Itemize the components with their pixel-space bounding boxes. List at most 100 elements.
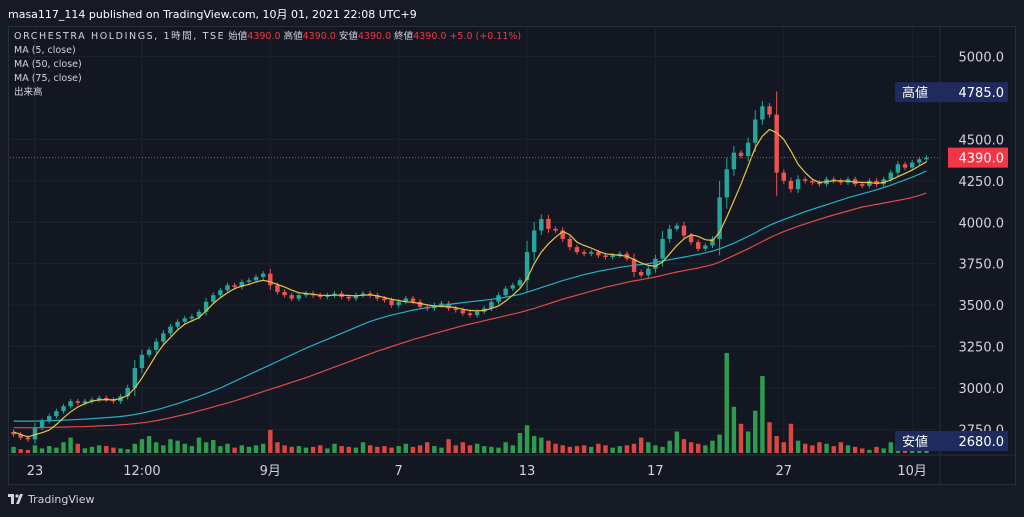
volume-bar: [146, 436, 152, 453]
volume-bar: [260, 443, 266, 453]
candle-body: [653, 258, 658, 269]
chart-panel[interactable]: [8, 26, 1016, 485]
volume-bar: [817, 442, 822, 453]
volume-bar: [881, 448, 886, 453]
candle-body: [75, 401, 80, 403]
legend-high-value: 4390.0: [302, 31, 336, 42]
legend-symbol[interactable]: ORCHESTRA HOLDINGS, 1時間, TSE: [14, 31, 226, 42]
candle-body: [175, 321, 180, 327]
candle-body: [731, 152, 737, 170]
candle-body: [688, 235, 694, 243]
low-price-badge-value: 2680.0: [959, 435, 1005, 450]
candle-body: [104, 397, 109, 400]
volume-bar: [432, 446, 437, 453]
candle-body: [817, 182, 822, 185]
price-tick-label: 3500.0: [959, 299, 1005, 314]
volume-bar: [810, 445, 815, 453]
volume-bar: [638, 437, 644, 453]
time-tick-label: 13: [519, 464, 536, 479]
price-tick-label: 4500.0: [959, 133, 1005, 148]
candle-body: [902, 164, 908, 168]
ma5-line: [13, 128, 927, 438]
candle-body: [439, 303, 444, 306]
candle-body: [660, 238, 665, 259]
volume-bar: [253, 445, 259, 453]
candle-body: [189, 316, 195, 319]
legend-volume[interactable]: 出来高: [14, 87, 43, 98]
volume-bar: [111, 447, 116, 453]
volume-bar: [153, 442, 159, 453]
volume-bar: [703, 445, 708, 453]
volume-bar: [553, 443, 558, 453]
candle-body: [895, 164, 901, 173]
footer-brand[interactable]: TradingView: [28, 493, 95, 506]
volume-bar: [688, 442, 694, 453]
volume-bar: [25, 449, 31, 453]
candle-body: [503, 288, 508, 296]
volume-bar: [510, 445, 516, 453]
candle-body: [674, 225, 680, 229]
candle-body: [860, 184, 865, 186]
time-tick-label: 12:00: [123, 464, 160, 479]
volume-bar: [303, 447, 309, 453]
volume-bar: [717, 434, 722, 453]
legend-ma5[interactable]: MA (5, close): [14, 45, 76, 56]
volume-bar: [589, 446, 594, 453]
volume-bar: [710, 440, 715, 453]
volume-bar: [118, 448, 123, 453]
candle-body: [888, 172, 893, 180]
candle-body: [867, 180, 872, 186]
time-axis: 23 12:00 9月 7 13 17 27 10月: [27, 464, 927, 479]
volume-bar: [781, 442, 787, 453]
volume-bar: [745, 431, 751, 453]
volume-bar: [460, 442, 466, 453]
volume-bar: [517, 433, 523, 453]
volume-bar: [681, 439, 687, 453]
volume-bar: [318, 445, 323, 453]
volume-bar: [788, 423, 794, 453]
candle-body: [146, 349, 152, 355]
legend-change: +5.0 (+0.11%): [449, 31, 522, 42]
candle-body: [617, 253, 622, 256]
candle-body: [667, 228, 672, 239]
volume-bar: [531, 436, 537, 453]
candle-body: [574, 247, 580, 253]
volume-bar: [182, 443, 187, 453]
volume-bar: [396, 446, 401, 453]
candle-body: [389, 300, 394, 306]
volume-bar: [310, 446, 316, 453]
volume-bar: [546, 440, 551, 453]
candle-body: [760, 106, 765, 120]
volume-bar: [574, 446, 580, 453]
volume-bar: [860, 448, 865, 453]
candle-body: [225, 285, 230, 291]
volume-bar: [417, 445, 423, 453]
candle-body: [353, 295, 359, 299]
price-axis: 2750.03000.03250.03500.03750.04000.04250…: [959, 51, 1005, 439]
volume-bar: [446, 439, 451, 453]
volume-bar: [11, 446, 16, 453]
candle-body: [467, 313, 473, 316]
candle-body: [681, 225, 687, 236]
volume-bar: [888, 442, 893, 453]
candle-body: [260, 273, 266, 277]
candle-body: [489, 301, 494, 309]
volume-bar: [845, 445, 851, 453]
candle-body: [360, 293, 366, 296]
candle-body: [332, 293, 337, 296]
legend-ma50[interactable]: MA (50, close): [14, 59, 82, 70]
volume-bar: [795, 440, 801, 453]
volume-bar: [631, 443, 637, 453]
volume-bar: [61, 442, 66, 453]
volume-bar: [346, 446, 351, 453]
legend-ma75[interactable]: MA (75, close): [14, 73, 82, 84]
volume-bar: [424, 442, 430, 453]
volume-bar: [218, 446, 223, 453]
candle-body: [795, 179, 801, 190]
tradingview-logo-icon[interactable]: [8, 493, 24, 507]
top-bar: masa117_114 published on TradingView.com…: [0, 0, 1024, 26]
candle-body: [703, 245, 708, 249]
candle-body: [382, 298, 387, 301]
volume-bar: [767, 422, 772, 453]
